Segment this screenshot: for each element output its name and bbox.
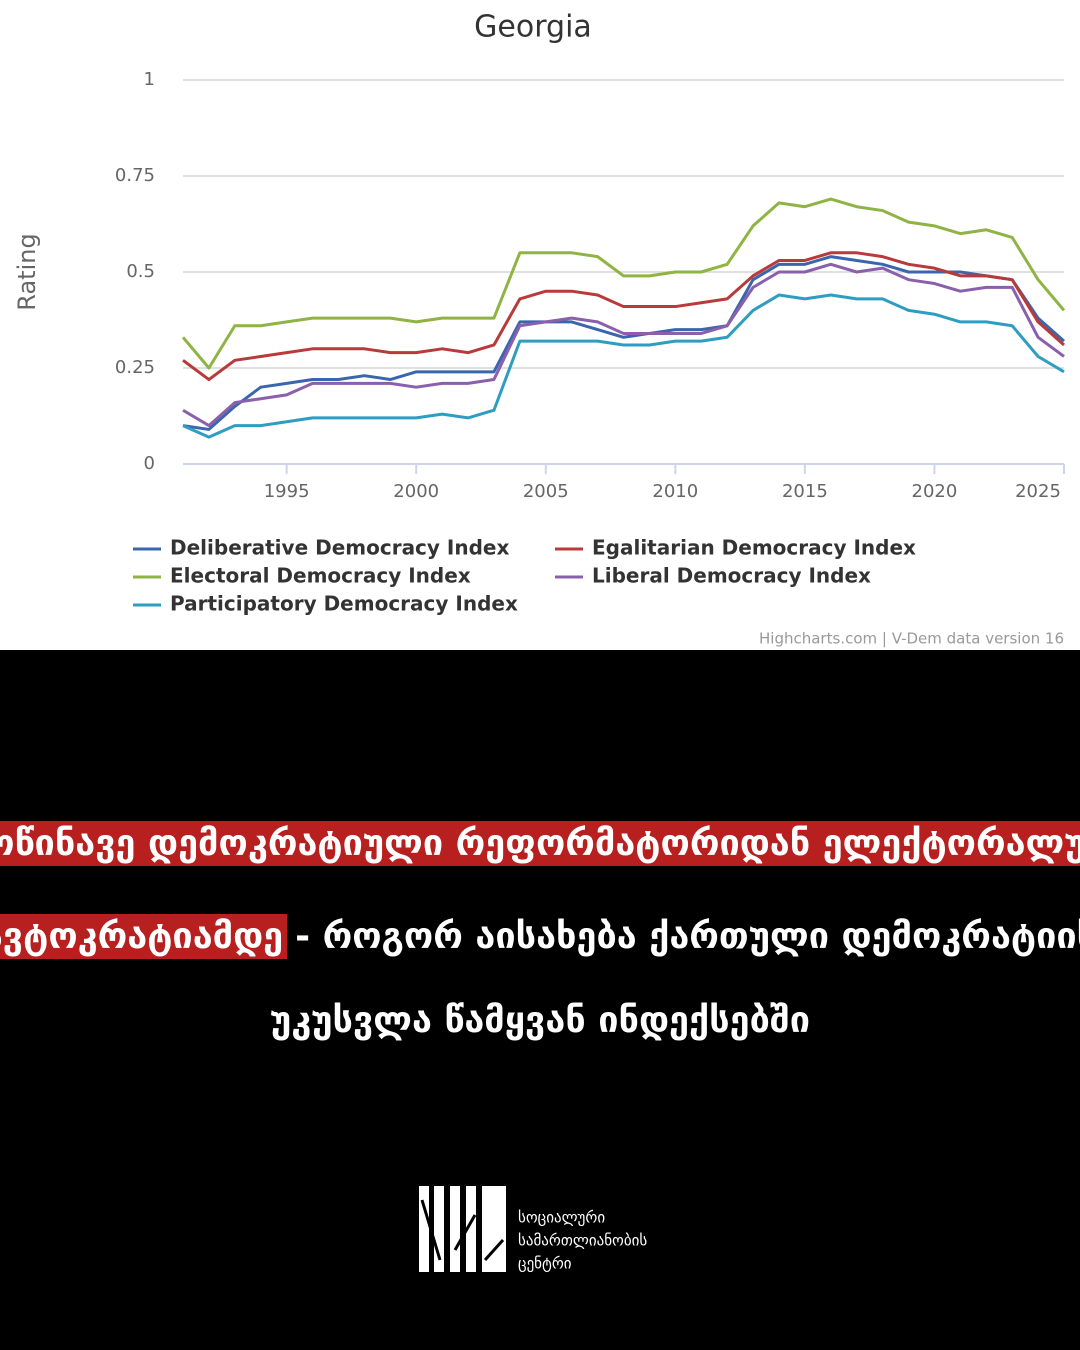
logo-text: სოციალური bbox=[518, 1209, 605, 1227]
x-tick-label: 2000 bbox=[393, 481, 439, 502]
highlight-box bbox=[0, 821, 1080, 866]
x-tick-label: 1995 bbox=[264, 481, 310, 502]
headline-highlight: ავტოკრატიამდე bbox=[0, 916, 283, 957]
x-tick-label: 2005 bbox=[523, 481, 569, 502]
series-line bbox=[181, 197, 1066, 370]
x-tick-label: 2025 bbox=[1015, 481, 1061, 502]
x-tick-label: 2010 bbox=[652, 481, 698, 502]
legend-label: Deliberative Democracy Index bbox=[170, 536, 509, 560]
headline-highlight: მოწინავე დემოკრატიული რეფორმატორიდან ელე… bbox=[0, 823, 1080, 864]
headline-text: უკუსვლა წამყვან ინდექსებში bbox=[270, 1000, 810, 1041]
y-axis-label: Rating bbox=[13, 233, 41, 310]
series-line bbox=[182, 293, 1065, 439]
legend-label: Egalitarian Democracy Index bbox=[592, 536, 916, 560]
y-tick-label: 1 bbox=[144, 69, 155, 90]
series-line bbox=[182, 255, 1065, 431]
series-line bbox=[182, 262, 1065, 428]
y-tick-label: 0.5 bbox=[126, 261, 155, 282]
chart-title: Georgia bbox=[474, 10, 592, 45]
highlight-box bbox=[0, 914, 288, 959]
chart-background bbox=[0, 0, 1080, 650]
y-tick-label: 0 bbox=[144, 453, 155, 474]
x-tick-label: 2015 bbox=[782, 481, 828, 502]
legend-label: Electoral Democracy Index bbox=[170, 564, 471, 588]
legend-label: Liberal Democracy Index bbox=[592, 564, 871, 588]
series-line bbox=[182, 251, 1065, 382]
y-tick-label: 0.25 bbox=[115, 357, 155, 378]
logo-text: სამართლიანობის bbox=[518, 1232, 647, 1250]
logo-text: ცენტრი bbox=[518, 1255, 572, 1273]
y-tick-label: 0.75 bbox=[115, 165, 155, 186]
logo-mark bbox=[419, 1186, 506, 1272]
credits: Highcharts.com | V-Dem data version 16 bbox=[759, 630, 1064, 648]
legend-label: Participatory Democracy Index bbox=[170, 592, 518, 616]
headline-text: - როგორ აისახება ქართული დემოკრატიის bbox=[295, 916, 1080, 957]
x-tick-label: 2020 bbox=[912, 481, 958, 502]
